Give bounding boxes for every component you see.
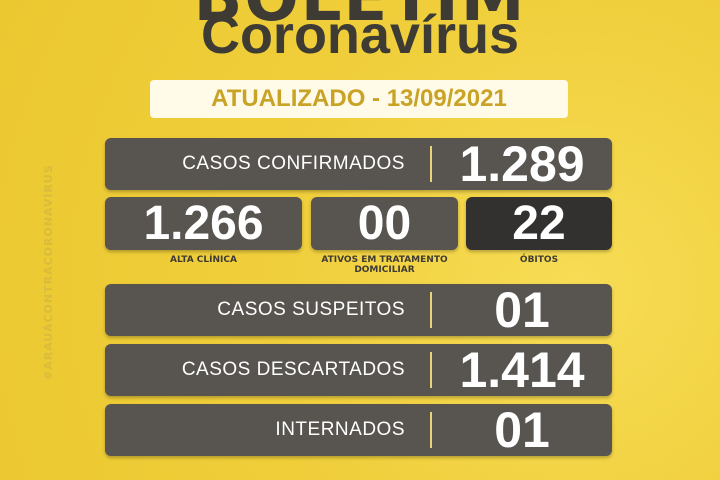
- divider: [430, 292, 432, 328]
- hospitalized-box: INTERNADOS 01: [105, 402, 612, 458]
- hashtag: #ARAUÁCONTRACORONAVÍRUS: [42, 164, 55, 380]
- divider: [430, 352, 432, 388]
- stat-value: 22: [512, 197, 566, 250]
- suspected-box: CASOS SUSPEITOS 01: [105, 282, 612, 338]
- update-text: ATUALIZADO - 13/09/2021: [211, 85, 507, 112]
- stat-value: 00: [357, 197, 412, 250]
- row-label: INTERNADOS: [275, 419, 405, 440]
- deaths-box: 22: [466, 197, 612, 250]
- header-top-word: BOLETIM: [0, 0, 720, 36]
- discarded-box: CASOS DESCARTADOS 1.414: [105, 342, 612, 398]
- row-value: 1.414: [459, 342, 585, 398]
- row-label: CASOS SUSPEITOS: [217, 299, 405, 320]
- stat-caption: ÓBITOS: [519, 255, 559, 265]
- row-value: 1.289: [459, 136, 585, 192]
- row-value: 01: [494, 402, 550, 458]
- stat-caption: ALTA CLÍNICA: [170, 255, 237, 265]
- stat-value: 1.266: [143, 197, 264, 250]
- divider: [430, 146, 432, 182]
- row-value: 01: [494, 282, 550, 338]
- active-box: 00: [311, 197, 458, 250]
- stat-caption: ATIVOS EM TRATAMENTO DOMICILIAR: [321, 255, 448, 275]
- recovered-box: 1.266: [105, 197, 302, 250]
- header-title: Coronavírus: [200, 5, 520, 65]
- confirmed-box: CASOS CONFIRMADOS 1.289: [105, 136, 612, 192]
- row-label: CASOS CONFIRMADOS: [182, 153, 405, 174]
- divider: [430, 412, 432, 448]
- update-pill: ATUALIZADO - 13/09/2021: [150, 80, 568, 118]
- row-label: CASOS DESCARTADOS: [181, 359, 405, 380]
